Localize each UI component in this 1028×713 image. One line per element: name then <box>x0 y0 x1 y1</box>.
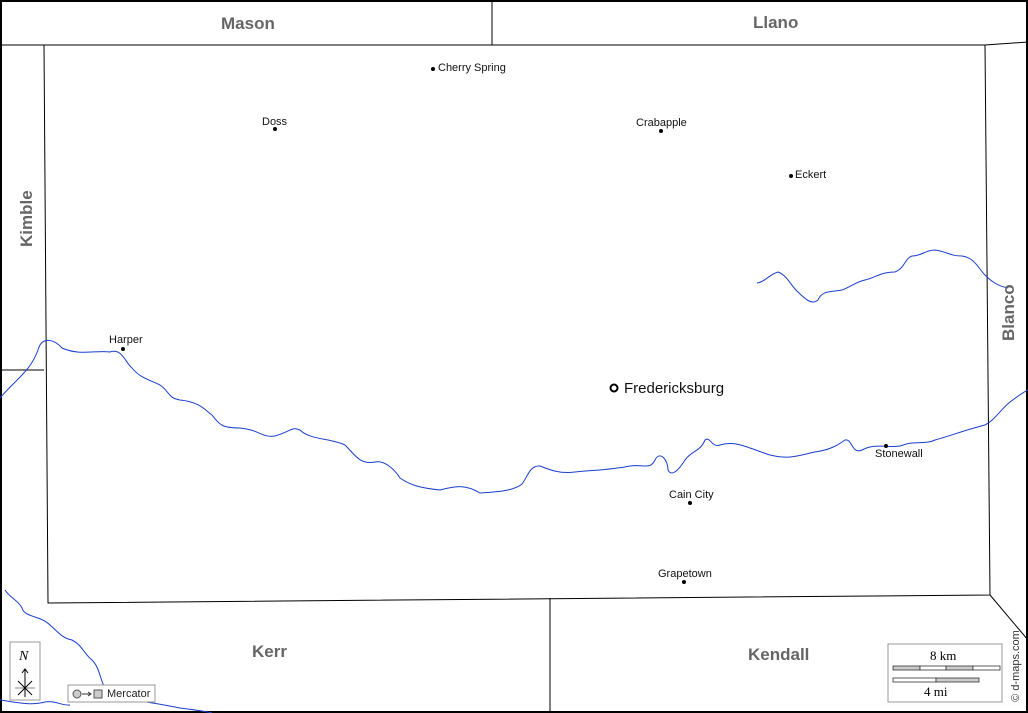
place-label-doss: Doss <box>262 116 288 128</box>
place-label-grapetown: Grapetown <box>658 568 712 580</box>
place-dot <box>273 127 277 131</box>
projection-box <box>67 684 156 703</box>
projection-icon <box>72 689 103 699</box>
place-label-cherry-spring: Cherry Spring <box>438 62 506 74</box>
upper-creek <box>756 249 1009 303</box>
place-dot <box>431 67 435 71</box>
compass-rose-icon <box>15 668 35 697</box>
compass-north-label: N <box>19 649 29 664</box>
county-label-blanco: Blanco <box>999 284 1018 341</box>
projection-label: Mercator <box>107 688 151 700</box>
gillespie-boundary <box>43 44 991 604</box>
county-label-kendall: Kendall <box>748 645 810 664</box>
scale-box <box>887 643 1003 703</box>
capital-marker-icon <box>609 383 619 393</box>
boundary-line <box>984 41 1028 46</box>
place-dot <box>121 347 125 351</box>
place-label-eckert: Eckert <box>795 169 827 181</box>
place-dot <box>688 501 692 505</box>
scale-km-label: 8 km <box>930 648 957 663</box>
place-label-crabapple: Crabapple <box>636 117 687 129</box>
place-dot <box>789 174 793 178</box>
county-label-kerr: Kerr <box>252 642 287 661</box>
place-label-stonewall: Stonewall <box>875 448 923 460</box>
county-label-mason: Mason <box>221 14 275 33</box>
place-label-cain-city: Cain City <box>669 489 714 501</box>
county-label-kimble: Kimble <box>17 190 36 247</box>
kerr-creek <box>4 589 213 713</box>
kerr-creek-2 <box>0 699 71 706</box>
place-dot <box>884 444 888 448</box>
scale-bar-mi <box>892 677 980 683</box>
pedernales-river <box>0 339 1028 494</box>
rivers <box>0 249 1028 713</box>
place-dot <box>682 580 686 584</box>
place-dot <box>659 129 663 133</box>
scale-mi-label: 4 mi <box>924 684 948 699</box>
place-label-harper: Harper <box>109 334 143 346</box>
place-dots <box>121 67 888 584</box>
capital-label-fredericksburg: Fredericksburg <box>624 380 725 397</box>
county-label-llano: Llano <box>753 13 799 32</box>
boundary-line <box>989 594 1028 641</box>
credit-label: © d-maps.com <box>1010 630 1022 702</box>
scale-bar-km <box>892 665 1001 671</box>
